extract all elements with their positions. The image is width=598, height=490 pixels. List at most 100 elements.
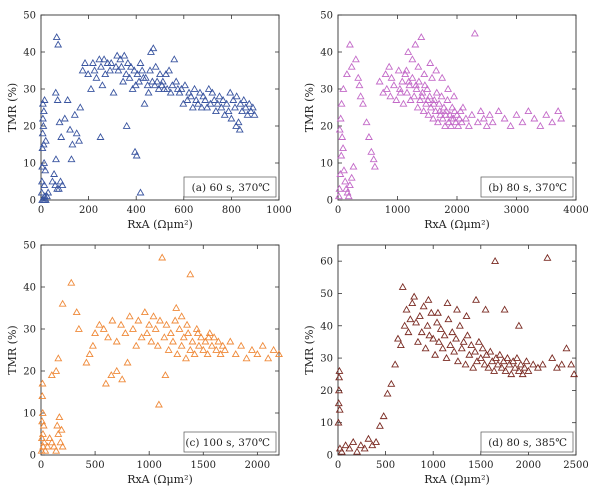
data-point <box>125 312 134 320</box>
data-point <box>161 371 170 379</box>
data-point <box>367 147 376 155</box>
data-point <box>88 58 97 66</box>
data-point <box>503 353 512 361</box>
data-point <box>111 62 120 70</box>
data-point <box>210 95 219 103</box>
y-axis-label: TMR (%) <box>303 325 316 374</box>
data-point <box>351 55 360 63</box>
data-point <box>401 70 410 78</box>
data-point <box>43 442 52 450</box>
data-point <box>146 47 155 55</box>
data-point <box>455 114 464 122</box>
data-point <box>413 103 422 111</box>
data-point <box>192 324 201 332</box>
plot-frame-d <box>337 244 577 456</box>
y-tick-label: 0 <box>327 451 333 462</box>
data-point <box>337 151 346 159</box>
data-point <box>140 99 149 107</box>
data-point <box>354 73 363 81</box>
y-axis-label: TMR (%) <box>6 83 19 132</box>
data-point <box>441 121 450 129</box>
data-point <box>458 103 467 111</box>
data-point <box>242 354 251 362</box>
data-point <box>194 341 203 349</box>
data-point <box>99 324 108 332</box>
data-point <box>54 40 63 48</box>
data-point <box>429 114 438 122</box>
data-point <box>402 305 411 313</box>
data-point <box>506 121 515 129</box>
data-point <box>206 99 215 107</box>
data-point <box>220 110 229 118</box>
data-point <box>37 177 46 185</box>
x-tick-label: 400 <box>127 205 146 216</box>
y-tick-label: 20 <box>23 367 36 378</box>
data-point <box>554 107 563 115</box>
data-point <box>482 121 491 129</box>
data-point <box>158 253 167 261</box>
data-point <box>476 353 485 361</box>
data-point <box>231 350 240 358</box>
data-point <box>177 341 186 349</box>
data-point <box>113 51 122 59</box>
data-point <box>95 320 104 328</box>
data-point <box>269 345 278 353</box>
x-tick-label: 1000 <box>266 205 291 216</box>
data-point <box>118 375 127 383</box>
data-point <box>112 366 121 374</box>
data-point <box>444 315 453 323</box>
data-point <box>435 99 444 107</box>
data-point <box>78 66 87 74</box>
data-point <box>97 62 105 70</box>
data-point <box>216 350 225 358</box>
data-point <box>199 92 208 100</box>
data-point <box>463 331 472 339</box>
data-point <box>47 371 56 379</box>
data-point <box>557 360 566 368</box>
data-point <box>135 77 144 85</box>
data-point <box>434 337 443 345</box>
data-point <box>40 438 49 446</box>
x-tick-label: 0 <box>38 205 44 216</box>
x-tick-label: 2000 <box>245 460 270 471</box>
data-point <box>100 55 109 63</box>
data-point <box>207 341 216 349</box>
data-point <box>203 350 212 358</box>
data-point <box>461 360 470 368</box>
data-point <box>341 441 350 449</box>
data-point <box>168 81 177 89</box>
x-tick-label: 800 <box>222 205 241 216</box>
data-point <box>52 366 61 374</box>
panel-b: 0 1000 2000 3000 4000 0 10 20 30 40 50 RxA (Ωμm²) TM… <box>303 11 589 232</box>
data-point <box>243 110 252 118</box>
data-point <box>417 92 426 100</box>
data-point <box>424 295 433 303</box>
data-point <box>421 344 430 352</box>
data-point <box>67 155 76 163</box>
data-point <box>40 181 49 189</box>
x-tick-label: 1500 <box>468 460 493 471</box>
y-tick-label: 10 <box>320 159 333 170</box>
data-point <box>258 341 267 349</box>
data-point <box>188 337 197 345</box>
data-point <box>389 81 398 89</box>
data-point <box>349 437 358 445</box>
data-point <box>248 103 257 111</box>
data-point <box>440 331 449 339</box>
data-point <box>197 333 206 341</box>
data-point <box>342 70 351 78</box>
data-point <box>398 282 407 290</box>
data-point <box>408 73 417 81</box>
data-point <box>500 114 509 122</box>
data-point <box>245 99 254 107</box>
data-point <box>514 321 523 329</box>
data-point <box>339 144 348 152</box>
x-tick-label: 0 <box>335 460 341 471</box>
data-point <box>495 350 504 358</box>
data-point <box>426 103 435 111</box>
data-point <box>446 341 455 349</box>
data-point <box>145 320 154 328</box>
data-point <box>143 329 151 337</box>
y-tick-label: 30 <box>320 85 333 96</box>
data-point <box>429 334 438 342</box>
